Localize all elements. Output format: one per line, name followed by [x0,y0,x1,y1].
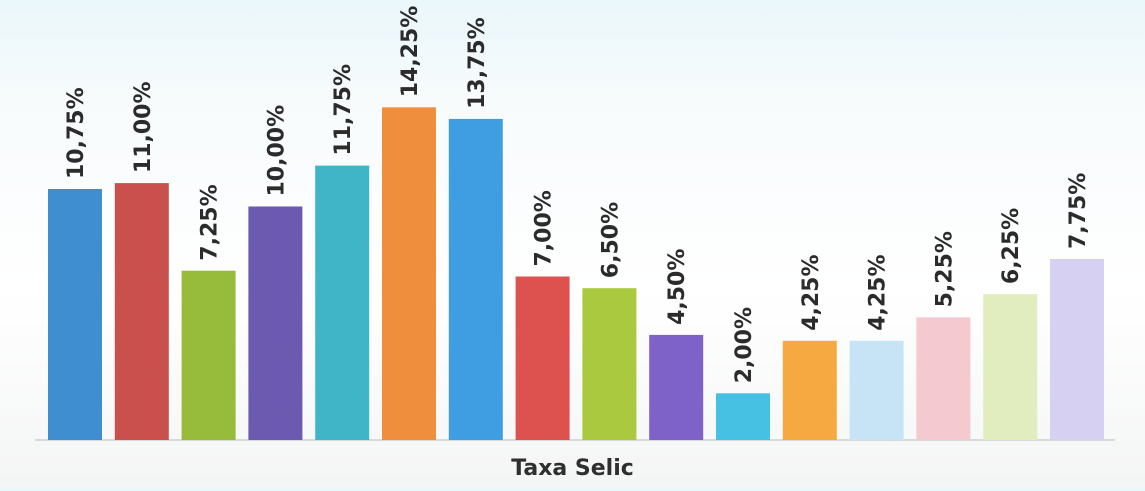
bar-value-label-4: 10,00% [264,105,289,197]
bar-value-label-2: 11,00% [131,81,156,173]
bar-value-label-1: 10,75% [64,87,89,179]
bar-value-label-3: 7,25% [198,184,223,260]
bar-value-label-13: 4,25% [866,254,891,330]
bar-value-label-5: 11,75% [331,64,356,156]
bar-value-label-6: 14,25% [398,6,423,98]
bar-7 [448,118,503,441]
bar-16 [1050,259,1104,440]
bar-6 [382,107,436,441]
bar-value-label-10: 4,50% [665,249,690,325]
bar-5 [315,165,370,440]
bar-value-label-16: 7,75% [1066,173,1091,249]
bar-3 [181,270,236,440]
bar-4 [248,206,303,440]
bar-1 [48,189,102,440]
bar-2 [114,183,169,440]
bar-value-label-12: 4,25% [799,254,824,330]
bar-15 [983,294,1038,440]
bar-11 [716,393,770,440]
x-axis-title: Taxa Selic [511,456,634,481]
bar-value-label-15: 6,25% [999,208,1024,284]
bar-8 [515,276,570,440]
bar-12 [782,340,837,440]
bar-value-label-7: 13,75% [465,17,490,109]
bar-value-label-14: 5,25% [932,231,957,307]
bars-group [48,107,1104,441]
data-labels-group: 10,75% 11,00% 7,25% 10,00% 11,75% 14,25% 13,75… [64,6,1091,384]
bar-10 [649,334,704,440]
bar-value-label-8: 7,00% [532,190,557,266]
bar-13 [849,340,904,440]
bar-value-label-11: 2,00% [732,307,757,383]
bar-9 [582,288,637,440]
bar-14 [916,317,971,440]
bar-value-label-9: 6,50% [598,202,623,278]
